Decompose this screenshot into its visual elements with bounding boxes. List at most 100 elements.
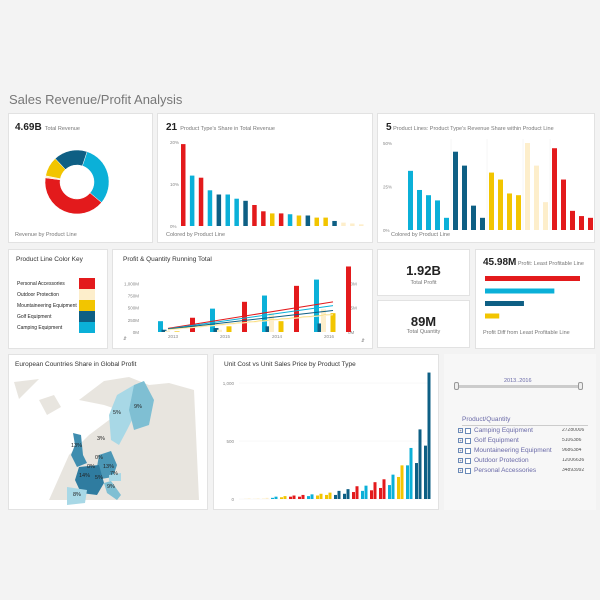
slider-handle-end[interactable] (578, 382, 583, 390)
revenue-card: 4.69B Total Revenue Revenue by Product L… (8, 113, 153, 243)
item-checkbox[interactable] (465, 438, 471, 444)
bar (261, 211, 266, 226)
item-checkbox[interactable] (465, 448, 471, 454)
map-germany[interactable] (97, 451, 117, 479)
price-bar (292, 495, 296, 499)
y-tick-label: 250M (128, 318, 140, 323)
tree-item-quantity: 27280006 (562, 428, 585, 433)
europe-map[interactable] (9, 355, 209, 511)
bar (269, 313, 274, 332)
line-share-card: 5 Product Lines: Product Type's Revenue … (377, 113, 595, 243)
bar (225, 194, 230, 226)
bar (435, 200, 440, 230)
expand-icon[interactable]: + (458, 448, 463, 453)
color-key-title: Product Line Color Key (16, 256, 83, 263)
bar (498, 179, 503, 230)
running-total-chart[interactable]: 0M 250M 500M 750M 1,000M 0M 15M 30M 2013 2015 2014… (113, 250, 374, 350)
y-tick-label: 50% (383, 141, 392, 146)
unit-cost-chart[interactable]: 0 500 1,000 (214, 355, 440, 511)
bar (189, 175, 195, 226)
running-total-title: Profit & Quantity Running Total (123, 256, 212, 263)
map-uk[interactable] (71, 433, 87, 467)
expand-icon[interactable]: + (458, 468, 463, 473)
trend-line (167, 314, 334, 331)
y-tick-label: 25% (383, 185, 392, 190)
bar (485, 301, 524, 306)
cost-bar (370, 490, 373, 499)
y2-tick-label: 0M (348, 330, 355, 335)
price-bar (319, 493, 323, 499)
bar (453, 151, 458, 230)
donut-slice (82, 151, 110, 203)
expand-icon[interactable]: + (458, 458, 463, 463)
total-profit-card: 1.92B Total Profit (377, 249, 470, 296)
bar (243, 200, 248, 226)
tree-item-label[interactable]: Personal Accessories (474, 467, 537, 474)
map-france[interactable] (75, 465, 104, 495)
color-key-label: Mountaineering Equipment (17, 303, 77, 309)
bar (321, 309, 326, 332)
cost-bar (316, 495, 319, 499)
item-checkbox[interactable] (465, 468, 471, 474)
map-sweden[interactable] (109, 385, 137, 445)
tree-item-quantity: 5106386 (562, 438, 582, 443)
y-tick-label: 0% (383, 228, 390, 233)
bar (174, 331, 180, 332)
type-share-bar-chart[interactable]: 0% 10% 20% (158, 114, 374, 244)
price-bar (391, 474, 395, 499)
tree-item-quantity: 34893992 (562, 468, 585, 473)
bar (207, 190, 213, 226)
line-share-bar-chart[interactable]: 0% 25% 50% (378, 114, 596, 244)
tree-item-label[interactable]: Golf Equipment (474, 437, 519, 444)
map-value-label: 0% (87, 464, 95, 470)
bar (426, 195, 431, 230)
least-profit-label: Profit: Least Profitable Line (517, 261, 584, 267)
expand-icon[interactable]: + (458, 428, 463, 433)
total-quantity-card: 89M Total Quantity (377, 300, 470, 348)
map-value-label: 9% (134, 404, 142, 410)
bar (489, 172, 494, 230)
map-land (14, 377, 199, 500)
map-value-label: 5% (95, 475, 103, 481)
map-spain[interactable] (67, 487, 87, 505)
cost-bar (352, 492, 355, 499)
y-tick-label: 1,000M (124, 281, 139, 286)
tree-item-label[interactable]: Outdoor Protection (474, 457, 529, 464)
profit-diff-bar-chart[interactable] (476, 250, 596, 350)
map-value-label: 3% (97, 436, 105, 442)
revenue-donut-chart[interactable] (9, 114, 154, 244)
year-range-slider[interactable] (456, 385, 580, 388)
map-finland[interactable] (129, 381, 154, 430)
trend-line (167, 309, 334, 330)
running-total-card: Profit & Quantity Running Total 0M 250M 50… (112, 249, 373, 349)
year-range-label: 2013..2016 (504, 378, 532, 384)
line-share-label: Product Lines: Product Type's Revenue Sh… (393, 126, 554, 132)
bar (332, 220, 337, 226)
bar (216, 194, 222, 226)
color-key-swatch (79, 300, 95, 311)
bar (525, 143, 530, 230)
map-italy[interactable] (104, 481, 121, 500)
y-tick-label: 20% (170, 140, 179, 145)
least-profitable-card: 45.98M Profit: Least Profitable Line Pro… (475, 249, 595, 349)
item-checkbox[interactable] (465, 428, 471, 434)
cost-bar (307, 496, 310, 499)
slider-handle-start[interactable] (454, 382, 459, 390)
unit-cost-card: Unit Cost vs Unit Sales Price by Product… (213, 354, 439, 510)
cost-bar (298, 496, 301, 499)
bar (317, 323, 323, 332)
tree-item-label[interactable]: Camping Equipment (474, 427, 533, 434)
item-checkbox[interactable] (465, 458, 471, 464)
bar (485, 276, 580, 281)
expand-icon[interactable]: + (458, 438, 463, 443)
bar (323, 217, 328, 226)
tree-header: Product/Quantity (462, 416, 511, 423)
y-tick-label: 500M (128, 306, 140, 311)
map-austria[interactable] (109, 473, 121, 481)
price-bar (355, 486, 359, 499)
map-value-label: 7% (110, 471, 118, 477)
y-tick-label: 0M (133, 330, 140, 335)
tree-item-label[interactable]: Mountaineering Equipment (474, 447, 552, 454)
y2-tick-label: 15M (348, 306, 357, 311)
bar (552, 148, 557, 230)
